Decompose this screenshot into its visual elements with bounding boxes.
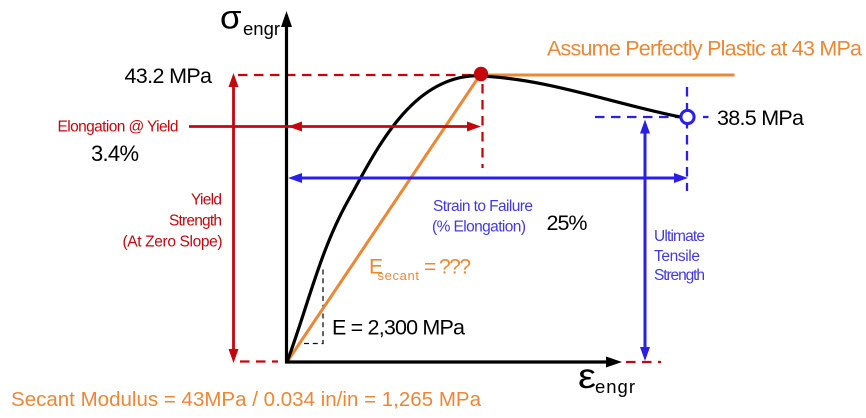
svg-text:(At Zero Slope): (At Zero Slope) bbox=[123, 234, 223, 251]
svg-text:Strength: Strength bbox=[654, 267, 705, 284]
svg-text:engr: engr bbox=[595, 376, 635, 397]
svg-text:Tensile: Tensile bbox=[654, 248, 700, 265]
svg-text:3.4%: 3.4% bbox=[91, 141, 139, 166]
svg-text:Secant Modulus = 43MPa / 0.034: Secant Modulus = 43MPa / 0.034 in/in = 1… bbox=[11, 388, 482, 411]
svg-text:ε: ε bbox=[578, 357, 596, 396]
svg-text:43.2 MPa: 43.2 MPa bbox=[125, 64, 213, 88]
svg-text:25%: 25% bbox=[547, 211, 588, 235]
svg-text:E: E bbox=[369, 256, 383, 279]
svg-text:(% Elongation): (% Elongation) bbox=[432, 219, 526, 236]
svg-text:σ: σ bbox=[220, 0, 242, 36]
svg-text:= ???: = ??? bbox=[424, 256, 471, 279]
svg-text:engr: engr bbox=[243, 18, 280, 39]
svg-text:Yield: Yield bbox=[191, 192, 222, 209]
svg-text:E = 2,300 MPa: E = 2,300 MPa bbox=[332, 316, 465, 340]
svg-text:Strain to Failure: Strain to Failure bbox=[433, 198, 533, 215]
svg-text:Ultimate: Ultimate bbox=[654, 228, 705, 245]
svg-text:38.5 MPa: 38.5 MPa bbox=[717, 106, 804, 130]
svg-text:Assume Perfectly Plastic at 43: Assume Perfectly Plastic at 43 MPa bbox=[547, 37, 862, 61]
svg-text:Elongation @ Yield: Elongation @ Yield bbox=[58, 119, 179, 136]
svg-text:secant: secant bbox=[378, 268, 420, 283]
svg-text:Strength: Strength bbox=[169, 213, 222, 230]
